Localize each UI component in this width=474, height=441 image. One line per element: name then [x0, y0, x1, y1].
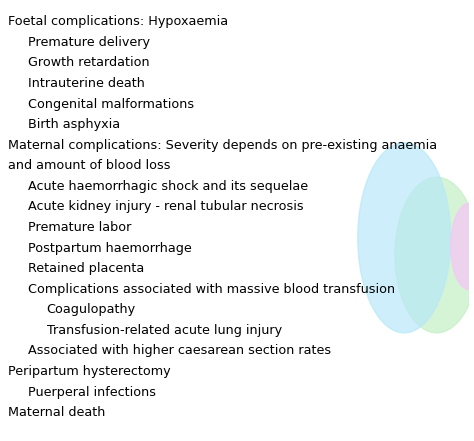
Text: Retained placenta: Retained placenta — [28, 262, 144, 275]
Ellipse shape — [395, 177, 474, 333]
Text: and amount of blood loss: and amount of blood loss — [9, 159, 171, 172]
Text: Associated with higher caesarean section rates: Associated with higher caesarean section… — [28, 344, 331, 357]
Text: Maternal death: Maternal death — [9, 406, 106, 419]
Text: Acute kidney injury - renal tubular necrosis: Acute kidney injury - renal tubular necr… — [28, 200, 303, 213]
Text: Peripartum hysterectomy: Peripartum hysterectomy — [9, 365, 171, 378]
Text: Congenital malformations: Congenital malformations — [28, 97, 194, 111]
Text: Coagulopathy: Coagulopathy — [46, 303, 136, 316]
Text: Intrauterine death: Intrauterine death — [28, 77, 145, 90]
Text: Acute haemorrhagic shock and its sequelae: Acute haemorrhagic shock and its sequela… — [28, 180, 308, 193]
Ellipse shape — [451, 203, 474, 290]
Text: Postpartum haemorrhage: Postpartum haemorrhage — [28, 242, 191, 254]
Text: Birth asphyxia: Birth asphyxia — [28, 118, 120, 131]
Text: Complications associated with massive blood transfusion: Complications associated with massive bl… — [28, 283, 395, 295]
Text: Foetal complications: Hypoxaemia: Foetal complications: Hypoxaemia — [9, 15, 228, 28]
Text: Maternal complications: Severity depends on pre-existing anaemia: Maternal complications: Severity depends… — [9, 138, 438, 152]
Text: Puerperal infections: Puerperal infections — [28, 385, 156, 399]
Text: Transfusion-related acute lung injury: Transfusion-related acute lung injury — [46, 324, 282, 337]
Text: Premature delivery: Premature delivery — [28, 36, 150, 49]
Ellipse shape — [358, 143, 451, 333]
Text: Premature labor: Premature labor — [28, 221, 131, 234]
Text: Growth retardation: Growth retardation — [28, 56, 150, 69]
